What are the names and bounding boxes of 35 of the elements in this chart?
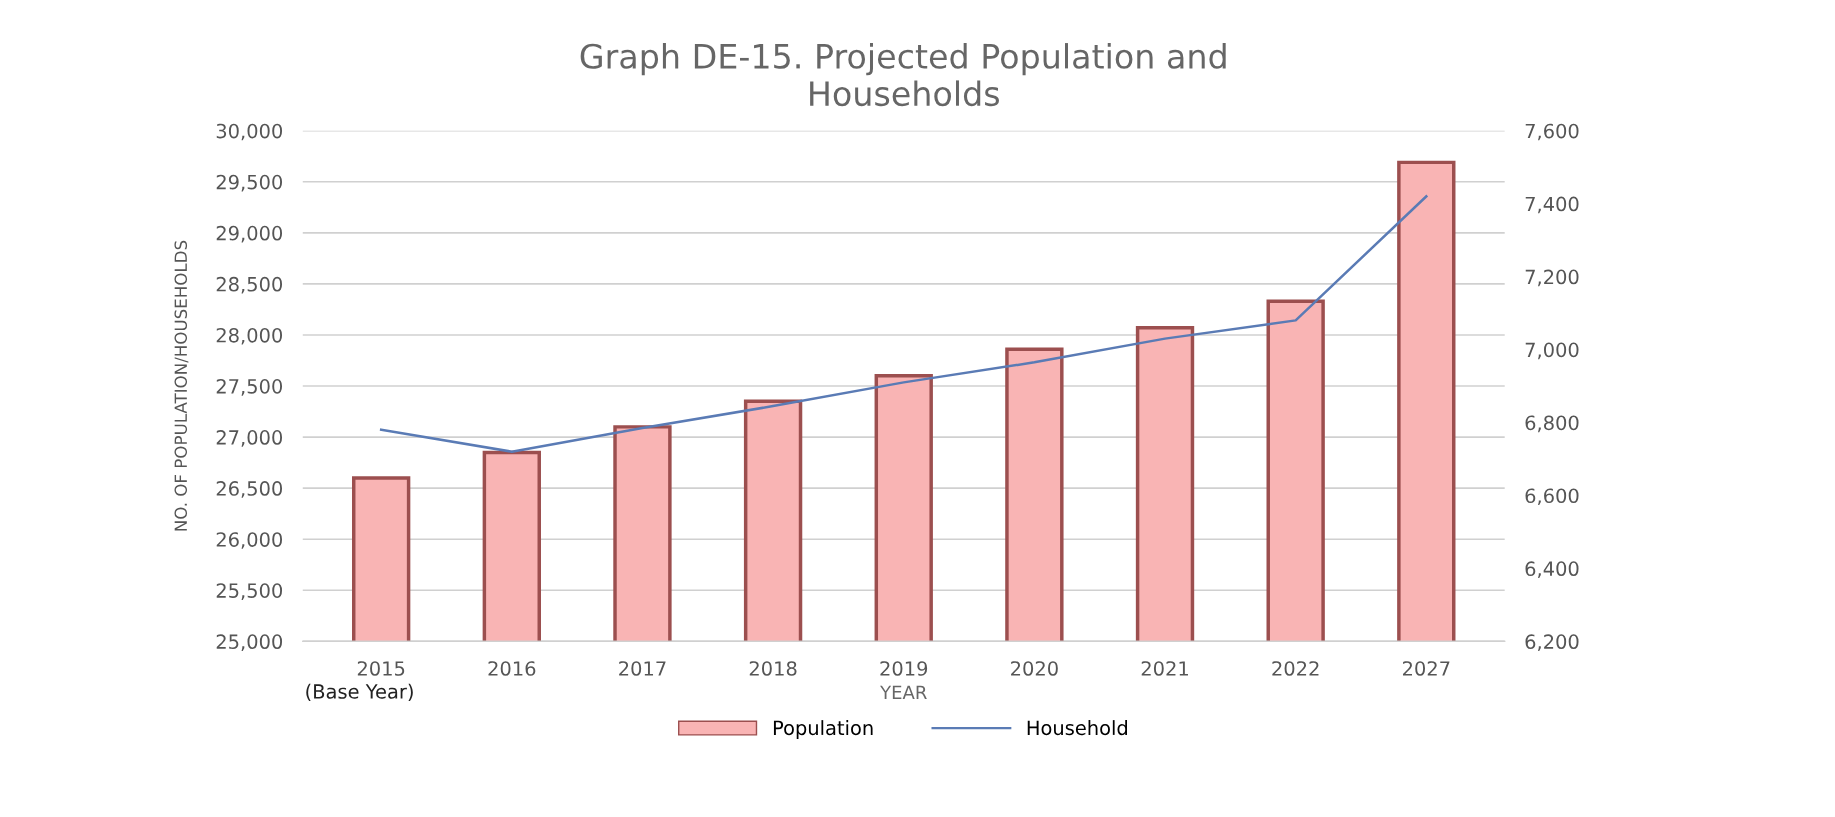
y-tick-label: 28,000 bbox=[216, 327, 283, 345]
y2-tick-label: 6,400 bbox=[1525, 561, 1579, 579]
y-tick-label: 28,500 bbox=[216, 276, 283, 294]
x-tick-label: 2027 bbox=[1403, 661, 1450, 676]
y2-tick-label: 6,200 bbox=[1525, 634, 1579, 651]
y2-tick-label: 7,000 bbox=[1525, 342, 1579, 360]
y-tick-label: 25,000 bbox=[216, 634, 283, 651]
y2-tick-label: 7,400 bbox=[1525, 196, 1579, 214]
line-series bbox=[379, 195, 1428, 453]
x-tick-label: 2016 bbox=[488, 661, 536, 676]
legend-label: Household bbox=[1027, 720, 1127, 736]
y-tick-label: 30,000 bbox=[216, 123, 283, 141]
x-tick-label: 2018 bbox=[749, 661, 797, 676]
y-tick-label: 29,500 bbox=[216, 174, 283, 192]
x-tick-label: 2021 bbox=[1141, 661, 1188, 676]
y-tick-label: 27,000 bbox=[216, 430, 283, 447]
legend-label: Population bbox=[773, 720, 873, 739]
y-tick-label: 26,500 bbox=[216, 481, 283, 498]
y-tick-label: 25,500 bbox=[216, 583, 283, 600]
x-tick-label: 2022 bbox=[1272, 661, 1319, 676]
y-tick-label: 27,500 bbox=[216, 378, 283, 396]
y2-tick-label: 7,600 bbox=[1525, 123, 1579, 141]
x-axis-title: YEAR bbox=[880, 685, 927, 699]
y-tick-label: 29,000 bbox=[216, 225, 283, 243]
y2-tick-label: 7,200 bbox=[1525, 269, 1579, 287]
x-tick-label: 2015 bbox=[357, 661, 405, 676]
x-tick-label: 2019 bbox=[880, 661, 928, 676]
y2-tick-label: 6,600 bbox=[1525, 488, 1579, 506]
x-tick-label: 2017 bbox=[619, 661, 666, 676]
text: (Base Year) bbox=[306, 683, 413, 702]
y-axis-title: NO. OF POPULATION/HOUSEHOLDS bbox=[174, 240, 189, 531]
x-tick-label: 2020 bbox=[1011, 661, 1058, 676]
y2-tick-label: 6,800 bbox=[1525, 415, 1579, 433]
y-tick-label: 26,000 bbox=[216, 532, 283, 549]
chart-title: Graph DE-15. Projected Population and Households bbox=[580, 43, 1226, 107]
